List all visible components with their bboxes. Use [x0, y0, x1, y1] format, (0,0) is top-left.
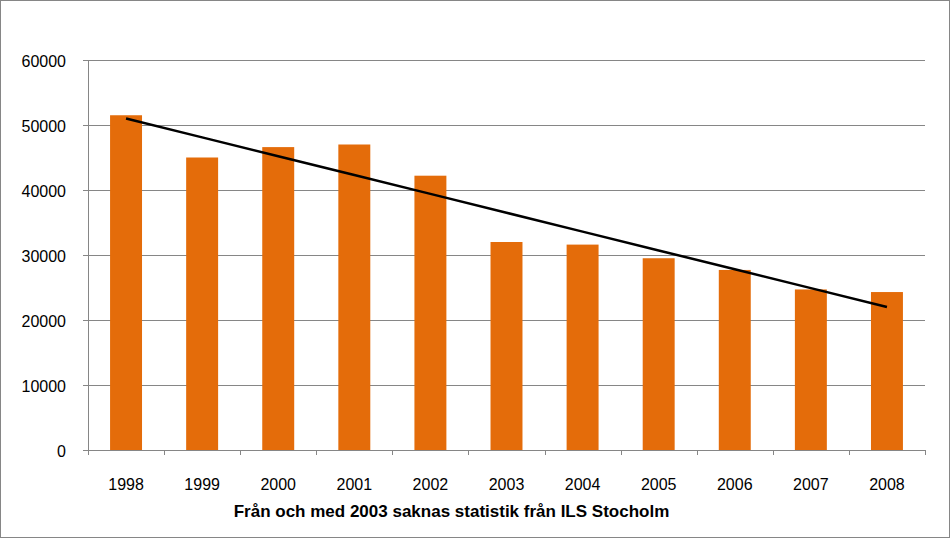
y-tick: [83, 320, 88, 321]
bar: [110, 115, 142, 450]
bar: [795, 289, 827, 450]
y-tick-label: 30000: [22, 248, 67, 265]
trend-line: [126, 119, 887, 308]
bar: [186, 158, 218, 451]
x-tick: [545, 450, 546, 455]
y-tick: [83, 190, 88, 191]
bar: [338, 145, 370, 451]
x-tick: [621, 450, 622, 455]
y-tick-label: 0: [57, 443, 66, 460]
y-tick: [83, 450, 88, 451]
x-tick-label: 2001: [337, 476, 373, 493]
y-tick-label: 40000: [22, 183, 67, 200]
x-tick: [849, 450, 850, 455]
x-tick: [697, 450, 698, 455]
bar: [491, 242, 523, 450]
grid-line: [88, 450, 925, 451]
x-tick: [392, 450, 393, 455]
x-tick: [164, 450, 165, 455]
x-tick-label: 2005: [641, 476, 677, 493]
x-tick: [88, 450, 89, 455]
bar: [567, 245, 599, 450]
bar: [414, 176, 446, 450]
chart-border: [1, 1, 950, 538]
x-tick: [773, 450, 774, 455]
y-tick: [83, 385, 88, 386]
bar: [719, 270, 751, 450]
bar: [871, 292, 903, 450]
x-tick-label: 2008: [869, 476, 905, 493]
chart: 0 10000 20000 30000 40000 50000 60000 1998 1999 2…: [0, 0, 950, 538]
y-tick-label: 20000: [22, 313, 67, 330]
x-tick-label: 1998: [108, 476, 144, 493]
y-tick: [83, 125, 88, 126]
x-tick: [316, 450, 317, 455]
x-tick: [240, 450, 241, 455]
bar: [643, 258, 675, 450]
plot-marks: [110, 115, 903, 450]
x-tick-label: 1999: [184, 476, 220, 493]
x-tick: [468, 450, 469, 455]
x-tick-label: 2000: [260, 476, 296, 493]
x-tick-label: 2007: [793, 476, 829, 493]
x-axis: [88, 450, 925, 451]
bar: [262, 147, 294, 450]
x-axis-title: Från och med 2003 saknas statistik från …: [234, 502, 670, 521]
y-axis: [88, 60, 89, 450]
grid-line: [88, 60, 925, 61]
x-tick-label: 2006: [717, 476, 753, 493]
y-tick-label: 50000: [22, 118, 67, 135]
x-tick: [925, 450, 926, 455]
x-tick-label: 2002: [413, 476, 449, 493]
y-tick: [83, 255, 88, 256]
y-tick-label: 60000: [22, 53, 67, 70]
x-tick-label: 2003: [489, 476, 525, 493]
y-tick: [83, 60, 88, 61]
grid-line: [88, 125, 925, 126]
x-tick-label: 2004: [565, 476, 601, 493]
y-tick-label: 10000: [22, 378, 67, 395]
